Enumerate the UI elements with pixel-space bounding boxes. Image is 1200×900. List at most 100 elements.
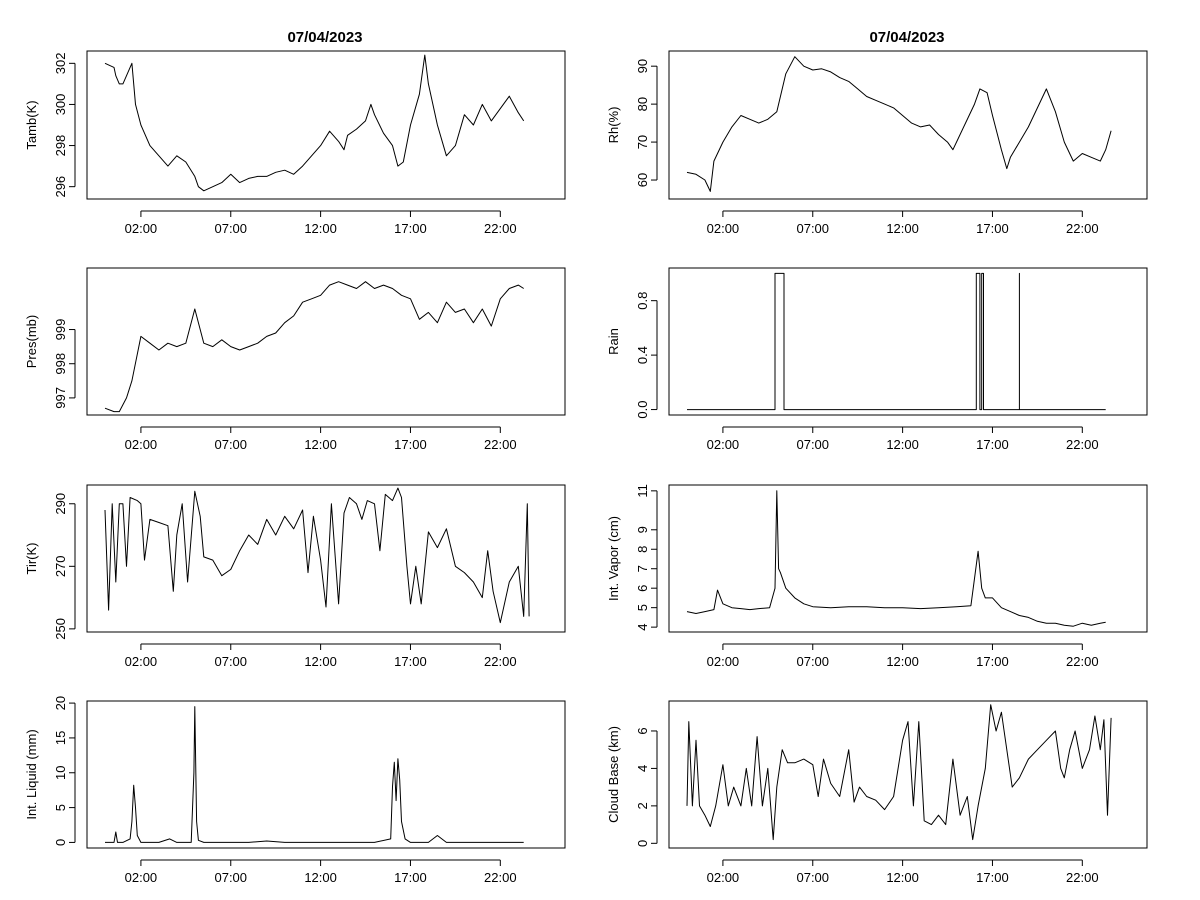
cloudbase-y-tick-label: 6 [635, 727, 650, 734]
rh-x-tick-label: 22:00 [1066, 221, 1099, 236]
cloudbase-y-axis-title: Cloud Base (km) [606, 726, 621, 823]
cloudbase-series-line [686, 704, 1112, 841]
vapor-y-tick-label: 8 [635, 546, 650, 553]
pres-y-axis-title: Pres(mb) [24, 315, 39, 368]
panel-title-right: 07/04/2023 [869, 29, 944, 46]
liquid-x-tick-label: 22:00 [484, 870, 517, 885]
tir-y-tick-label: 270 [53, 555, 68, 577]
tamb-y-axis-title: Tamb(K) [24, 100, 39, 149]
vapor-x-tick-label: 22:00 [1066, 654, 1099, 669]
pres-series-line [104, 281, 524, 413]
vapor-y-axis-title: Int. Vapor (cm) [606, 516, 621, 601]
tamb-plot-frame [86, 50, 566, 200]
tamb-series-line [104, 54, 525, 192]
panel-title-left: 07/04/2023 [287, 29, 362, 46]
pres-y-tick-label: 997 [53, 387, 68, 409]
vapor-y-tick-label: 6 [635, 585, 650, 592]
pres-plot-frame [86, 267, 566, 416]
vapor-y-tick-label: 11 [635, 484, 650, 498]
cloudbase-x-tick-label: 02:00 [707, 870, 740, 885]
liquid-y-tick-label: 20 [53, 696, 68, 710]
rain-y-axis-title: Rain [606, 328, 621, 355]
panel-rh: 02:00 07:00 12:00 17:00 22:00 60 70 80 90 Rh(%) [606, 50, 1148, 236]
cloudbase-y-tick-label: 4 [635, 765, 650, 772]
vapor-series-line [686, 490, 1106, 627]
liquid-y-tick-label: 10 [53, 766, 68, 780]
tamb-y-tick-label: 296 [53, 176, 68, 198]
rh-y-axis-title: Rh(%) [606, 107, 621, 144]
cloudbase-y-tick-label: 2 [635, 802, 650, 809]
rain-plot-frame [668, 267, 1148, 416]
pres-x-tick-label: 22:00 [484, 437, 517, 452]
panel-tir: 02:00 07:00 12:00 17:00 22:00 250 270 290 Tir(K) [24, 484, 566, 669]
panel-rain: 02:00 07:00 12:00 17:00 22:00 0.0 0.4 0.8 Rain [606, 267, 1148, 452]
panel-tamb: 02:00 07:00 12:00 17:00 22:00 296 298 300 302 Tam… [24, 50, 566, 236]
rh-y-tick-label: 90 [635, 59, 650, 73]
rh-y-tick-label: 60 [635, 173, 650, 187]
liquid-y-tick-label: 15 [53, 731, 68, 745]
chart-panels: 02:00 07:00 12:00 17:00 22:00296298300302Tam… [24, 50, 1148, 885]
tamb-y-tick-label: 298 [53, 135, 68, 157]
rh-y-tick-label: 80 [635, 97, 650, 111]
cloudbase-y-tick-label: 0 [635, 840, 650, 847]
pres-x-tick-label: 02:00 [125, 437, 158, 452]
rain-x-tick-label: 22:00 [1066, 437, 1099, 452]
tir-x-tick-label: 02:00 [125, 654, 158, 669]
tamb-x-tick-label: 07:00 [214, 221, 247, 236]
liquid-x-tick-label: 02:00 [125, 870, 158, 885]
liquid-x-tick-label: 07:00 [214, 870, 247, 885]
panel-cloudbase: 02:00 07:00 12:00 17:00 22:00 0 2 4 6 Cloud Base … [606, 700, 1148, 885]
pres-x-tick-label: 17:00 [394, 437, 427, 452]
tir-plot-frame [86, 484, 566, 633]
cloudbase-x-tick-label: 17:00 [976, 870, 1009, 885]
rain-x-tick-label: 17:00 [976, 437, 1009, 452]
liquid-y-tick-label: 0 [53, 839, 68, 846]
tir-x-tick-label: 07:00 [214, 654, 247, 669]
pres-y-tick-label: 999 [53, 319, 68, 341]
tir-series-line [104, 487, 530, 624]
liquid-x-tick-label: 17:00 [394, 870, 427, 885]
tir-y-tick-label: 250 [53, 618, 68, 640]
vapor-plot-frame [668, 484, 1148, 633]
vapor-y-tick-label: 4 [635, 624, 650, 631]
rain-y-tick-label: 0.4 [635, 346, 650, 364]
pres-y-tick-label: 998 [53, 353, 68, 375]
rain-x-tick-label: 12:00 [886, 437, 919, 452]
tamb-x-tick-label: 17:00 [394, 221, 427, 236]
rain-x-tick-label: 02:00 [707, 437, 740, 452]
vapor-x-tick-label: 17:00 [976, 654, 1009, 669]
rain-series-line [687, 272, 1106, 411]
rh-plot-frame [668, 50, 1148, 200]
tir-x-tick-label: 17:00 [394, 654, 427, 669]
vapor-x-tick-label: 02:00 [707, 654, 740, 669]
cloudbase-x-tick-label: 22:00 [1066, 870, 1099, 885]
rh-y-tick-label: 70 [635, 135, 650, 149]
panel-vapor: 02:00 07:00 12:00 17:00 22:00 4 5 6 7 8 9 11 Int. Va… [606, 484, 1148, 669]
liquid-plot-frame [86, 700, 566, 849]
tir-y-tick-label: 290 [53, 493, 68, 515]
rh-x-tick-label: 07:00 [796, 221, 829, 236]
tir-x-tick-label: 12:00 [304, 654, 337, 669]
tamb-y-tick-label: 300 [53, 94, 68, 116]
vapor-y-tick-label: 9 [635, 526, 650, 533]
panel-pres: 02:00 07:00 12:00 17:00 22:00 997 998 999 Pres(m… [24, 267, 566, 452]
cloudbase-x-tick-label: 12:00 [886, 870, 919, 885]
vapor-x-tick-label: 12:00 [886, 654, 919, 669]
tir-y-axis-title: Tir(K) [24, 542, 39, 574]
tamb-y-tick-label: 302 [53, 52, 68, 74]
rain-x-tick-label: 07:00 [796, 437, 829, 452]
tamb-x-tick-label: 12:00 [304, 221, 337, 236]
pres-x-tick-label: 12:00 [304, 437, 337, 452]
rh-x-tick-label: 17:00 [976, 221, 1009, 236]
pres-x-tick-label: 07:00 [214, 437, 247, 452]
liquid-x-tick-label: 12:00 [304, 870, 337, 885]
liquid-y-axis-title: Int. Liquid (mm) [24, 729, 39, 819]
rh-series-line [686, 56, 1112, 192]
rain-y-tick-label: 0.0 [635, 401, 650, 419]
vapor-y-tick-label: 5 [635, 604, 650, 611]
cloudbase-x-tick-label: 07:00 [796, 870, 829, 885]
liquid-y-tick-label: 5 [53, 804, 68, 811]
tamb-x-tick-label: 22:00 [484, 221, 517, 236]
rain-y-tick-label: 0.8 [635, 292, 650, 310]
tamb-x-tick-label: 02:00 [125, 221, 158, 236]
